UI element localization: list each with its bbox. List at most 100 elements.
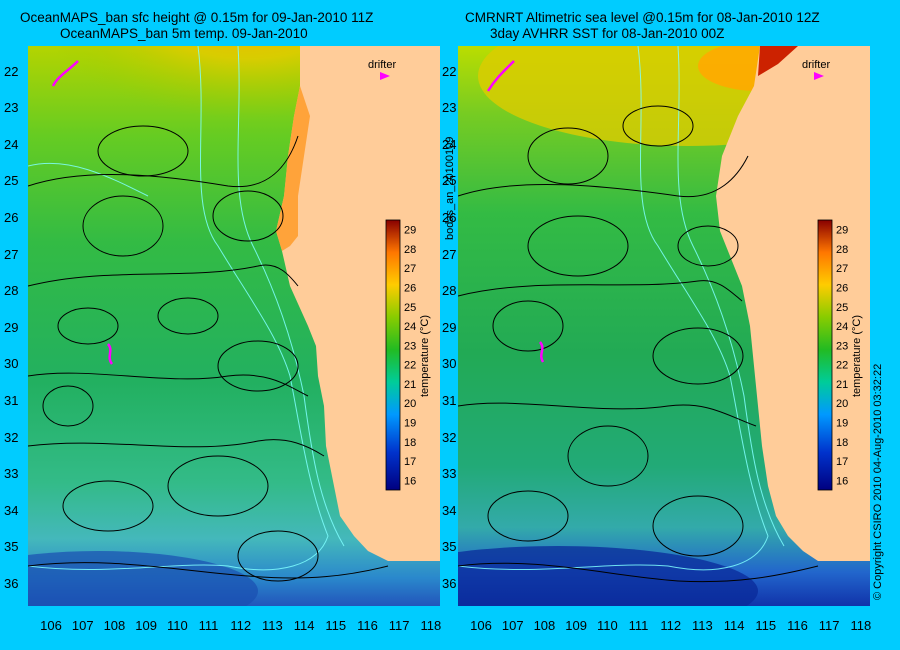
colorbar-tick-25: 25 <box>836 302 848 314</box>
latitude-tick-22: 22 <box>442 63 457 79</box>
longitude-tick-113: 113 <box>262 618 283 633</box>
colorbar-tick-29: 29 <box>404 225 416 237</box>
run-id-label: bodas_an_20100109 <box>444 136 456 240</box>
latitude-tick-33: 33 <box>442 466 457 482</box>
latitude-tick-22: 22 <box>4 63 19 79</box>
drifter-tracks <box>486 60 545 363</box>
longitude-tick-108: 108 <box>103 618 126 633</box>
latitude-tick-23: 23 <box>442 100 457 116</box>
colorbar-right: 16 17 18 19 20 21 22 23 24 25 26 27 28 29 temperature… <box>817 219 863 491</box>
latitude-tick-28: 28 <box>442 283 457 299</box>
latitude-tick-24: 24 <box>4 136 19 152</box>
colorbar-tick-22: 22 <box>836 360 848 372</box>
colorbar-scale <box>385 219 401 491</box>
latitude-tick-33: 33 <box>4 466 19 482</box>
colorbar-tick-28: 28 <box>836 244 848 256</box>
drifter-legend-icon <box>380 72 390 80</box>
latitude-tick-24: 24 <box>442 136 457 152</box>
colorbar-tick-25: 25 <box>404 302 416 314</box>
colorbar-tick-18: 18 <box>404 437 416 449</box>
longitude-tick-109: 109 <box>565 618 587 633</box>
longitude-tick-116: 116 <box>357 618 378 633</box>
latitude-tick-30: 30 <box>442 356 457 372</box>
longitude-tick-110: 110 <box>166 618 188 633</box>
latitude-tick-32: 32 <box>442 429 457 445</box>
colorbar-scale <box>817 219 833 491</box>
colorbar-tick-22: 22 <box>404 360 416 372</box>
colorbar-tick-23: 23 <box>836 340 848 352</box>
longitude-tick-117: 117 <box>388 618 410 633</box>
latitude-tick-25: 25 <box>442 173 457 189</box>
colorbar-tick-19: 19 <box>404 418 416 430</box>
longitude-tick-106: 106 <box>40 618 62 633</box>
latitude-tick-29: 29 <box>442 319 457 335</box>
colorbar-tick-labels: 16 17 18 19 20 21 22 23 24 25 26 27 28 29 <box>404 225 416 488</box>
longitude-tick-111: 111 <box>628 618 649 633</box>
colorbar-tick-24: 24 <box>404 321 416 333</box>
latitude-tick-31: 31 <box>442 393 457 409</box>
coastal-hot-strip <box>758 46 798 76</box>
colorbar-tick-21: 21 <box>404 379 416 391</box>
longitude-tick-115: 115 <box>325 618 347 633</box>
latitude-tick-34: 34 <box>4 502 19 518</box>
longitude-tick-114: 114 <box>723 618 745 633</box>
latitude-tick-26: 26 <box>442 210 457 226</box>
latitude-tick-23: 23 <box>4 100 19 116</box>
latitude-tick-28: 28 <box>4 283 19 299</box>
longitude-tick-117: 117 <box>818 618 840 633</box>
latitude-tick-26: 26 <box>4 210 19 226</box>
right-title-line1: CMRNRT Altimetric sea level @0.15m for 0… <box>465 10 820 25</box>
latitude-tick-29: 29 <box>4 319 19 335</box>
colorbar-tick-17: 17 <box>404 456 416 468</box>
colorbar-tick-16: 16 <box>836 475 848 487</box>
longitude-tick-118: 118 <box>420 618 442 633</box>
colorbar-tick-27: 27 <box>836 263 848 275</box>
sea-height-contours <box>28 125 389 582</box>
colorbar-label: temperature (°C) <box>851 315 863 397</box>
cold-water-region <box>458 546 758 606</box>
latitude-tick-31: 31 <box>4 393 19 409</box>
drifter-legend-label: drifter <box>802 59 830 71</box>
colorbar-tick-20: 20 <box>836 398 848 410</box>
longitude-tick-111: 111 <box>198 618 219 633</box>
colorbar-tick-23: 23 <box>404 340 416 352</box>
colorbar-tick-27: 27 <box>404 263 416 275</box>
left-title-line1: OceanMAPS_ban sfc height @ 0.15m for 09-… <box>20 10 374 25</box>
copyright-label: © Copyright CSIRO 2010 04-Aug-2010 03:32… <box>872 363 884 600</box>
drifter-legend-icon <box>814 72 824 80</box>
latitude-tick-30: 30 <box>4 356 19 372</box>
coastal-warm-strip <box>276 86 310 251</box>
longitude-tick-107: 107 <box>71 618 94 633</box>
latitude-tick-36: 36 <box>442 576 457 592</box>
colorbar-tick-labels: 16 17 18 19 20 21 22 23 24 25 26 27 28 29 <box>836 225 848 488</box>
colorbar-tick-26: 26 <box>404 283 416 295</box>
colorbar-left: 16 17 18 19 20 21 22 23 24 25 26 27 28 29 temperature… <box>385 219 431 491</box>
left-title-line2: OceanMAPS_ban 5m temp. 09-Jan-2010 <box>60 26 308 41</box>
right-title-line2: 3day AVHRR SST for 08-Jan-2010 00Z <box>490 26 725 41</box>
colorbar-tick-24: 24 <box>836 321 848 333</box>
longitude-tick-112: 112 <box>230 618 252 633</box>
colorbar-tick-29: 29 <box>836 225 848 237</box>
right-map-panel: drifter 16 17 18 19 20 21 22 23 24 25 26 27 28 29 tem… <box>458 46 870 606</box>
longitude-tick-116: 116 <box>787 618 808 633</box>
latitude-tick-34: 34 <box>442 502 457 518</box>
colorbar-tick-26: 26 <box>836 283 848 295</box>
longitude-tick-106: 106 <box>470 618 492 633</box>
left-map-svg: drifter 16 17 18 19 20 21 22 23 24 25 26 27 28 29 tem… <box>28 46 440 606</box>
latitude-tick-32: 32 <box>4 429 19 445</box>
colorbar-label: temperature (°C) <box>419 315 431 397</box>
longitude-tick-115: 115 <box>755 618 777 633</box>
colorbar-tick-21: 21 <box>836 379 848 391</box>
longitude-tick-112: 112 <box>660 618 682 633</box>
longitude-tick-109: 109 <box>135 618 157 633</box>
latitude-tick-27: 27 <box>442 246 457 262</box>
longitude-tick-114: 114 <box>293 618 315 633</box>
colorbar-tick-17: 17 <box>836 456 848 468</box>
latitude-tick-35: 35 <box>442 539 457 555</box>
left-map-panel: drifter 16 17 18 19 20 21 22 23 24 25 26 27 28 29 tem… <box>28 46 440 606</box>
latitude-tick-25: 25 <box>4 173 19 189</box>
bathymetry-contours <box>458 46 785 571</box>
colorbar-tick-18: 18 <box>836 437 848 449</box>
colorbar-tick-20: 20 <box>404 398 416 410</box>
colorbar-tick-28: 28 <box>404 244 416 256</box>
